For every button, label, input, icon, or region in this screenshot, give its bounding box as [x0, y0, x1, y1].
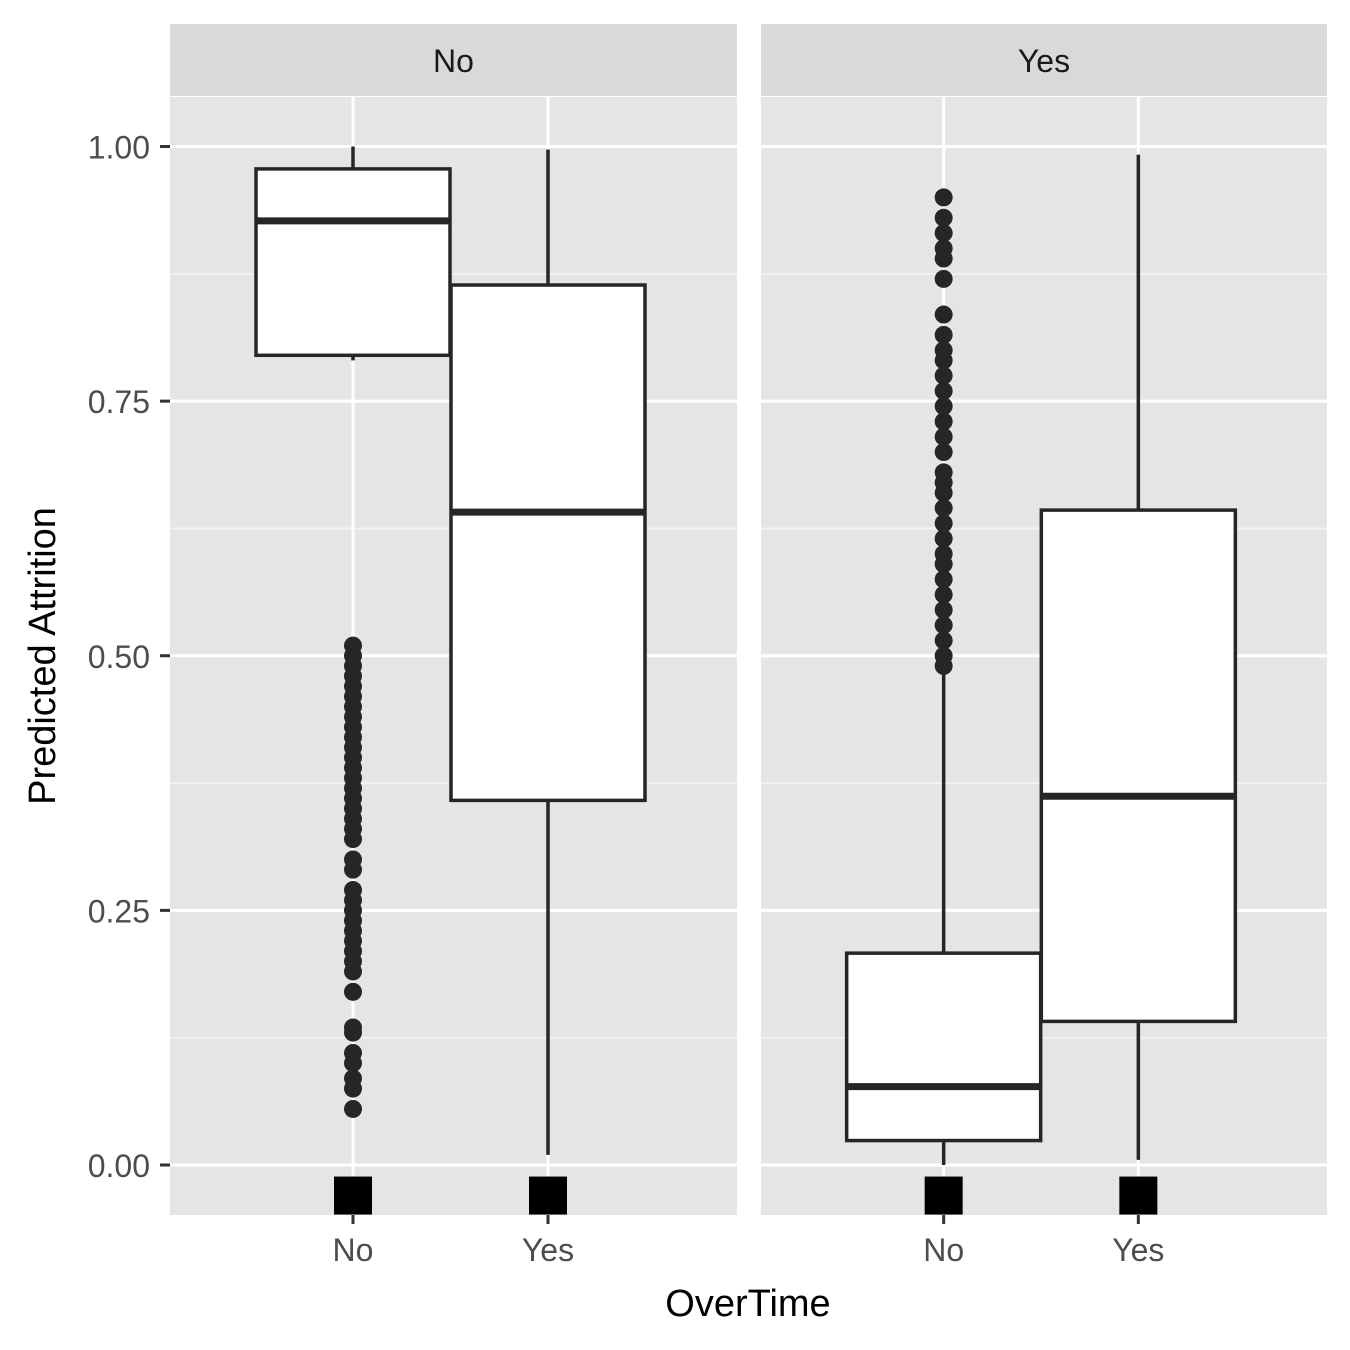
outlier-point [934, 412, 953, 431]
y-axis: 0.00 0.25 0.50 0.75 1.00 [88, 130, 170, 1184]
outlier-point [934, 325, 953, 344]
outlier-point [934, 381, 953, 400]
box-iqr [844, 951, 1043, 1143]
x-tick-label: Yes [522, 1232, 574, 1268]
outlier-point [344, 1054, 362, 1073]
marker-square [924, 1176, 963, 1215]
outlier-point [934, 514, 953, 533]
box-yes-yes [1039, 154, 1238, 1215]
outlier-point [934, 208, 953, 227]
outlier-point [934, 427, 953, 446]
facet-panel-no: No [170, 24, 737, 1215]
outlier-point [344, 962, 362, 981]
outlier-point [934, 483, 953, 502]
outlier-point [344, 860, 362, 879]
outlier-point [934, 570, 953, 589]
outlier-point [934, 585, 953, 604]
outlier-point [934, 351, 953, 370]
facet-panel-yes: Yes [761, 24, 1327, 1215]
outlier-point [934, 499, 953, 518]
outlier-point [934, 269, 953, 288]
facet-strip-label: No [433, 43, 474, 79]
outlier-point [934, 616, 953, 635]
x-axis: No Yes No Yes [333, 1215, 1164, 1268]
facet-strip [761, 24, 1327, 96]
outlier-point [934, 631, 953, 650]
outlier-point [934, 600, 953, 619]
box-no-yes [449, 149, 647, 1215]
y-tick-label: 0.50 [88, 639, 150, 675]
x-tick-label: No [923, 1232, 964, 1268]
outlier-point [344, 830, 362, 849]
y-axis-title: Predicted Attrition [22, 507, 64, 805]
y-tick-label: 0.75 [88, 384, 150, 420]
box-iqr [449, 283, 647, 803]
outlier-point [934, 366, 953, 385]
y-tick-label: 1.00 [88, 130, 150, 166]
x-axis-title: OverTime [665, 1283, 830, 1325]
x-tick-label: Yes [1112, 1232, 1164, 1268]
box-no-no [254, 146, 452, 1215]
outlier-point [934, 555, 953, 574]
outlier-point [934, 397, 953, 416]
outlier-point [934, 249, 953, 268]
facet-panels: No Yes [170, 24, 1327, 1215]
outlier-point [934, 529, 953, 548]
outlier-point [344, 982, 362, 1001]
x-tick-label: No [333, 1232, 374, 1268]
marker-square [334, 1176, 372, 1215]
outlier-point [344, 1023, 362, 1042]
outlier-point [344, 1079, 362, 1098]
marker-square [1119, 1176, 1158, 1215]
outlier-point [344, 1099, 362, 1118]
box-yes-no [844, 188, 1043, 1215]
outlier-point [934, 188, 953, 207]
box-iqr [1039, 508, 1238, 1024]
facet-strip-label: Yes [1018, 43, 1070, 79]
outlier-point [934, 305, 953, 324]
outlier-point [934, 656, 953, 675]
outlier-point [934, 443, 953, 462]
marker-square [529, 1176, 567, 1215]
y-tick-label: 0.00 [88, 1148, 150, 1184]
box-iqr [254, 167, 452, 358]
facet-strip [170, 24, 737, 96]
y-tick-label: 0.25 [88, 893, 150, 929]
outlier-point [934, 224, 953, 243]
